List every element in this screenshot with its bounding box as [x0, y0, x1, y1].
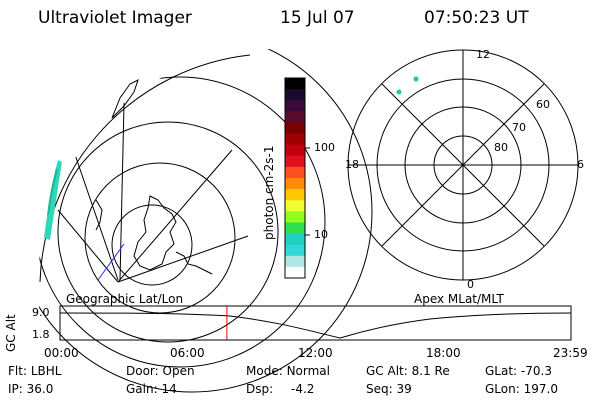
polar-ring — [376, 78, 550, 252]
seq-value: 39 — [396, 382, 412, 396]
mode-value: Normal — [286, 364, 330, 378]
mlt-label-top: 12 — [476, 48, 490, 61]
gcalt-row: GC Alt: 8.1 Re — [366, 364, 450, 378]
door-label: Door: — [126, 364, 159, 378]
timeline-axis-label: GC Alt — [4, 314, 18, 352]
mode-label: Mode: — [246, 364, 283, 378]
mlat-label: 80 — [494, 141, 508, 154]
timeline-x-label: 12:00 — [298, 346, 333, 360]
gain-value: 14 — [161, 382, 177, 396]
filter-label: Flt: — [8, 364, 27, 378]
colorbar-stripe — [285, 100, 305, 112]
door-row: Door: Open — [126, 364, 195, 378]
colorbar-tick-label: 100 — [314, 141, 335, 154]
filter-value: LBHL — [30, 364, 62, 378]
aurora-dot — [396, 89, 402, 95]
polar-ring — [433, 135, 493, 195]
glon-label: GLon: — [485, 382, 520, 396]
coastline — [175, 251, 213, 275]
colorbar-stripe — [285, 266, 305, 279]
lat-circle — [84, 162, 236, 314]
timeline-y-label: 1.8 — [32, 328, 50, 341]
meridian — [117, 235, 249, 283]
altitude-timeline — [59, 305, 572, 341]
glon-row: GLon: 197.0 — [485, 382, 558, 396]
coastline — [111, 79, 139, 119]
colorbar-stripe — [285, 144, 305, 157]
mlt-label-left: 18 — [345, 158, 359, 171]
colorbar-stripe — [285, 255, 305, 268]
mlt-axis — [381, 83, 545, 247]
track-line — [97, 243, 125, 281]
dsp-row: Dsp: -4.2 — [246, 382, 314, 396]
mode-row: Mode: Normal — [246, 364, 330, 378]
colorbar-stripe — [285, 133, 305, 146]
mlt-label-right: 6 — [577, 158, 584, 171]
horizon-arc — [39, 54, 251, 283]
polar-ring-outer — [347, 49, 579, 281]
mlat-label: 60 — [536, 98, 550, 111]
dsp-value: -4.2 — [290, 382, 315, 396]
filter-row: Flt: LBHL — [8, 364, 61, 378]
lat-circle — [111, 204, 193, 286]
altitude-curve — [59, 312, 572, 339]
left-panel-label: Geographic Lat/Lon — [66, 292, 184, 306]
colorbar-unit-label: photon cm-2s-1 — [262, 145, 276, 241]
right-panel-label: Apex MLat/MLT — [414, 292, 504, 306]
ip-row: IP: 36.0 — [8, 382, 53, 396]
colorbar-stripe — [285, 189, 305, 201]
colorbar-stripe — [285, 111, 305, 123]
dsp-label: Dsp: — [246, 382, 274, 396]
glat-row: GLat: -70.3 — [485, 364, 552, 378]
mlat-label: 70 — [512, 121, 526, 134]
colorbar-stripe — [285, 78, 305, 90]
meridian — [69, 139, 119, 281]
colorbar-stripe — [285, 122, 305, 135]
gain-row: Gain: 14 — [126, 382, 177, 396]
colorbar-stripe — [285, 155, 305, 168]
aurora-dot — [413, 76, 419, 82]
seq-row: Seq: 39 — [366, 382, 412, 396]
gain-label: Gain: — [126, 382, 158, 396]
gcalt-value: 8.1 Re — [411, 364, 450, 378]
colorbar-stripe — [285, 211, 305, 223]
colorbar-stripe — [285, 222, 305, 235]
meridian — [117, 149, 233, 283]
seq-label: Seq: — [366, 382, 393, 396]
ip-label: IP: — [8, 382, 23, 396]
meridian — [57, 209, 119, 283]
glon-value: 197.0 — [523, 382, 558, 396]
mlt-axis — [381, 83, 545, 247]
coastline — [133, 195, 177, 271]
colorbar — [284, 77, 310, 279]
colorbar-tick-label: 10 — [314, 228, 328, 241]
timeline-x-label: 18:00 — [426, 346, 461, 360]
ip-value: 36.0 — [26, 382, 54, 396]
gcalt-label: GC Alt: — [366, 364, 408, 378]
time-label: 07:50:23 UT — [424, 8, 529, 28]
timeline-x-label: 23:59 — [553, 346, 588, 360]
colorbar-stripe — [285, 89, 305, 101]
colorbar-stripe — [285, 244, 305, 257]
colorbar-stripe — [285, 166, 305, 179]
aurora-patch — [47, 168, 58, 215]
colorbar-stripe — [285, 233, 305, 246]
glat-value: -70.3 — [520, 364, 552, 378]
timeline-y-label: 9.0 — [32, 306, 50, 319]
aurora-patch — [44, 160, 62, 240]
date-label: 15 Jul 07 — [280, 8, 355, 28]
door-value: Open — [162, 364, 195, 378]
colorbar-stripe — [285, 178, 305, 190]
timeline-x-label: 00:00 — [44, 346, 79, 360]
mlt-label-bottom: 0 — [467, 278, 474, 291]
colorbar-stripe — [285, 200, 305, 212]
meridian — [119, 59, 126, 281]
polar-ring — [404, 106, 522, 224]
instrument-title: Ultraviolet Imager — [38, 8, 192, 28]
glat-label: GLat: — [485, 364, 518, 378]
timeline-x-label: 06:00 — [170, 346, 205, 360]
coastline — [95, 199, 103, 231]
